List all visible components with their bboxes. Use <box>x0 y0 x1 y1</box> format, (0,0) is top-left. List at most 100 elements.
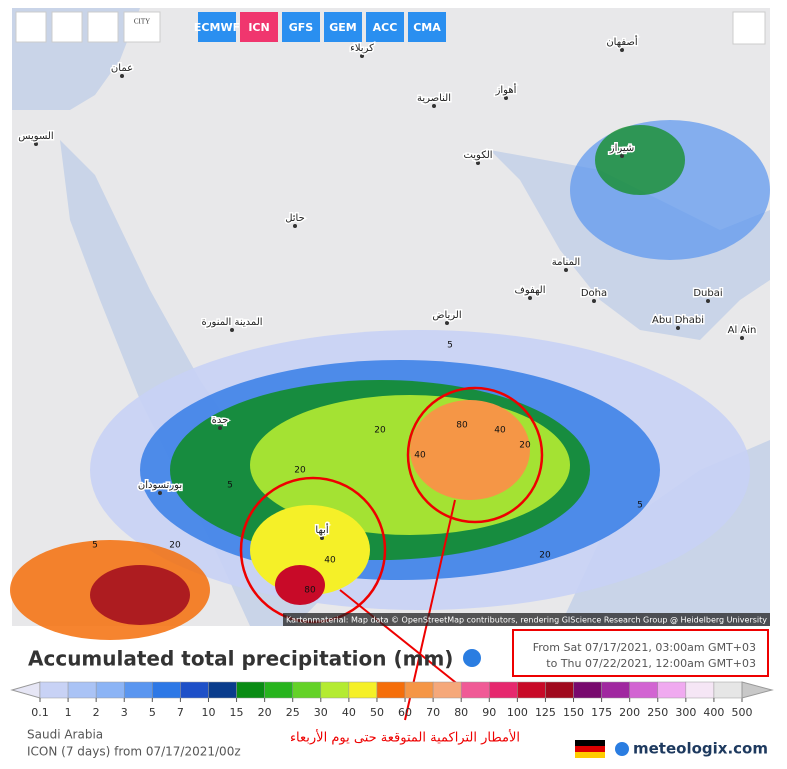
contour-label: 20 <box>374 426 386 436</box>
city-label: المنامة <box>552 257 580 268</box>
model-button-label: ICN <box>248 21 269 34</box>
period-box <box>512 629 769 677</box>
city-dot <box>445 321 449 325</box>
model-button-label: ACC <box>373 21 398 34</box>
legend-swatch <box>489 681 518 699</box>
legend-swatch <box>601 681 630 699</box>
city-label: عمان <box>111 63 133 74</box>
city-label: أهواز <box>495 83 517 96</box>
legend-swatch <box>432 681 462 699</box>
city-label: المدينة المنورة <box>201 317 262 328</box>
contour-label: 5 <box>637 501 643 511</box>
city-label: بورتسودان <box>138 480 182 491</box>
period-from: From Sat 07/17/2021, 03:00am GMT+03 <box>533 641 756 654</box>
flag <box>575 746 605 752</box>
city-button-label: CITY <box>134 18 150 26</box>
contour-label: 20 <box>519 441 531 451</box>
city-label: Abu Dhabi <box>652 315 704 326</box>
legend-label: 400 <box>703 706 724 719</box>
precip-area <box>275 565 325 605</box>
legend-label: 25 <box>286 706 300 719</box>
model-button[interactable] <box>324 12 362 42</box>
map: Kartenmaterial: Map data © OpenStreetMap… <box>10 8 770 721</box>
model-button[interactable] <box>282 12 320 42</box>
model-button-label: CMA <box>413 21 441 34</box>
city-dot <box>320 536 324 540</box>
attribution-bg <box>283 613 770 626</box>
legend-swatch <box>460 681 490 699</box>
model-button[interactable] <box>198 12 236 42</box>
legend: 0.1 1 2 3 5 7 10 15 20 25 30 40 50 60 70 80 90 100 125 150 1… <box>10 681 774 719</box>
city-label: جدة <box>212 415 229 426</box>
city-label: الكويت <box>463 150 492 161</box>
title: Accumulated total precipitation (mm) <box>28 647 453 671</box>
legend-label: 10 <box>201 706 215 719</box>
legend-label: 200 <box>619 706 640 719</box>
share-button[interactable] <box>732 11 766 45</box>
city-dot <box>360 54 364 58</box>
legend-arrow-right <box>741 681 774 699</box>
contour-label: 80 <box>304 586 316 596</box>
legend-swatch <box>236 681 265 699</box>
legend-swatch <box>348 681 378 699</box>
zoom-button[interactable] <box>87 11 119 43</box>
flag <box>575 752 605 758</box>
region: Saudi Arabia <box>27 728 103 742</box>
city-label: الناصرية <box>417 93 451 104</box>
model-button[interactable] <box>240 12 278 42</box>
location-button[interactable] <box>51 11 83 43</box>
legend-swatch <box>39 681 69 699</box>
city-label: حائل <box>285 213 305 224</box>
legend-label: 7 <box>177 706 184 719</box>
legend-swatch <box>180 681 209 699</box>
city-dot <box>432 104 436 108</box>
city-label: السويس <box>18 131 53 142</box>
contour-label: 20 <box>169 541 181 551</box>
city-dot <box>504 96 508 100</box>
legend-label: 20 <box>258 706 272 719</box>
legend-swatch <box>67 681 97 699</box>
legend-label: 40 <box>342 706 356 719</box>
refresh-button[interactable] <box>15 11 47 43</box>
legend-label: 175 <box>591 706 612 719</box>
model-button-label: GFS <box>289 21 314 34</box>
legend-label: 50 <box>370 706 384 719</box>
model-button[interactable] <box>408 12 446 42</box>
city-label: الهفوف <box>514 285 545 296</box>
toolbar: CITY <box>15 11 766 45</box>
legend-label: 90 <box>482 706 496 719</box>
contour-label: 20 <box>539 551 551 561</box>
contour-label: 40 <box>494 426 506 436</box>
model-button[interactable] <box>366 12 404 42</box>
city-label: شيراز <box>609 143 635 154</box>
city-label: أبها <box>315 523 328 536</box>
precip-area <box>90 565 190 625</box>
info-icon[interactable] <box>463 649 481 667</box>
city-dot <box>620 154 624 158</box>
legend-swatch <box>404 681 434 699</box>
brand-logo <box>615 742 629 756</box>
arrow <box>339 589 466 691</box>
contour-label: 5 <box>447 341 453 351</box>
contour-label: 40 <box>414 451 426 461</box>
legend-swatch <box>545 681 574 699</box>
precip-area <box>410 400 530 500</box>
legend-swatch <box>208 681 237 699</box>
legend-label: 2 <box>93 706 100 719</box>
legend-swatch <box>152 681 181 699</box>
period-to: to Thu 07/22/2021, 12:00am GMT+03 <box>546 657 756 670</box>
city-label: أصفهان <box>606 35 638 48</box>
legend-swatch <box>95 681 125 699</box>
city-dot <box>592 299 596 303</box>
contour-label: 5 <box>227 481 233 491</box>
legend-swatch <box>657 681 687 699</box>
city-dot <box>230 328 234 332</box>
legend-label: 300 <box>675 706 696 719</box>
legend-swatch <box>685 681 715 699</box>
legend-label: 100 <box>507 706 528 719</box>
city-button[interactable] <box>123 11 161 43</box>
city-dot <box>676 326 680 330</box>
contour-label: 40 <box>324 556 336 566</box>
legend-swatch <box>376 681 406 699</box>
